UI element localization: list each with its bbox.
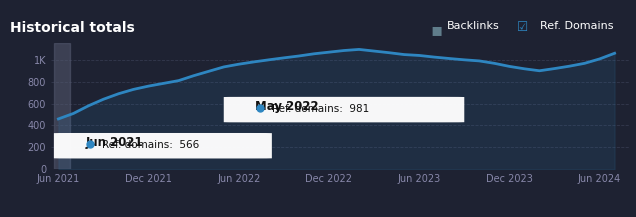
FancyBboxPatch shape — [54, 133, 272, 158]
Text: Historical totals: Historical totals — [10, 21, 135, 35]
Text: ▪: ▪ — [430, 21, 442, 39]
Text: Ref. domains:  981: Ref. domains: 981 — [272, 104, 369, 114]
Text: May 2022: May 2022 — [255, 100, 319, 113]
Text: ☑: ☑ — [517, 21, 528, 34]
Text: Ref. Domains: Ref. Domains — [540, 21, 614, 31]
Text: Jun 2021: Jun 2021 — [85, 136, 143, 149]
Bar — [54, 43, 71, 169]
FancyBboxPatch shape — [224, 97, 464, 122]
Text: Backlinks: Backlinks — [447, 21, 500, 31]
Text: Ref. domains:  566: Ref. domains: 566 — [102, 140, 199, 150]
